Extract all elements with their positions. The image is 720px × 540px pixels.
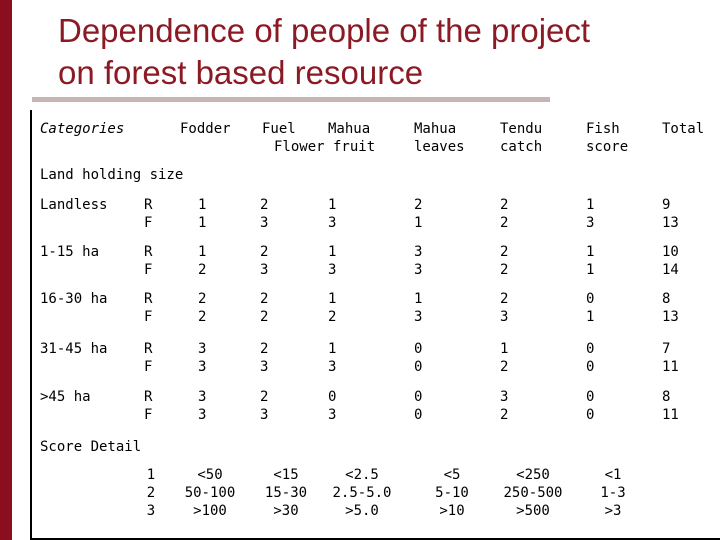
row-mahua-flower-fruit: 0 3 [328,389,337,423]
score-mahua-ff-ranges: <2.5 2.5-5.0 >5.0 [332,467,392,519]
header-total: Total [662,121,705,137]
row-fish: 0 1 [586,291,595,325]
row-fodder: 1 1 [198,197,207,231]
row-fish: 1 3 [586,197,595,231]
page-title: Dependence of people of the project on f… [58,10,590,94]
title-line-2: on forest based resource [58,54,424,91]
header-fodder: Fodder [180,121,231,137]
row-fish: 0 0 [586,389,595,423]
row-total: 7 11 [662,341,679,375]
row-fodder: 1 2 [198,244,207,278]
row-total: 9 13 [662,197,679,231]
row-tendu: 2 2 [500,244,509,278]
section-land-holding: Land holding size [40,167,184,183]
title-line-1: Dependence of people of the project [58,12,591,49]
row-rf: R F [144,197,153,231]
header-tendu-catch: Tendu catch [500,121,543,155]
row-tendu: 1 2 [500,341,509,375]
row-tendu: 3 2 [500,389,509,423]
score-mahua-leaves-ranges: <5 5-10 >10 [435,467,469,519]
row-label: >45 ha [40,389,91,405]
row-total: 8 11 [662,389,679,423]
row-total: 10 14 [662,244,679,278]
row-mahua-leaves: 0 0 [414,341,423,375]
header-flower-fruit: Flower fruit [274,139,376,155]
data-table: Categories Fodder Fuel Mahua Flower frui… [30,110,720,540]
row-rf: R F [144,244,153,278]
row-fuel: 2 3 [260,244,269,278]
header-fuel: Fuel [262,121,296,137]
row-fish: 1 1 [586,244,595,278]
row-label: Landless [40,197,108,213]
row-mahua-flower-fruit: 1 3 [328,197,337,231]
row-label: 31-45 ha [40,341,108,357]
row-tendu: 2 3 [500,291,509,325]
score-fodder-ranges: <50 50-100 >100 [184,467,236,519]
header-fish-score: Fish score [586,121,629,155]
row-mahua-leaves: 3 3 [414,244,423,278]
section-score-detail: Score Detail [40,439,142,455]
row-fuel: 2 2 [260,291,269,325]
score-fuel-ranges: <15 15-30 >30 [264,467,308,519]
title-underline [32,97,550,102]
row-fuel: 2 3 [260,341,269,375]
row-fish: 0 0 [586,341,595,375]
row-fuel: 2 3 [260,197,269,231]
row-label: 16-30 ha [40,291,108,307]
row-rf: R F [144,341,153,375]
row-fuel: 2 3 [260,389,269,423]
header-mahua-leaves: Mahua leaves [414,121,465,155]
row-total: 8 13 [662,291,679,325]
row-mahua-leaves: 1 3 [414,291,423,325]
header-categories: Categories [40,121,125,137]
score-fish-ranges: <1 1-3 >3 [600,467,626,519]
row-fodder: 2 2 [198,291,207,325]
row-fodder: 3 3 [198,389,207,423]
row-label: 1-15 ha [40,244,100,260]
row-rf: R F [144,389,153,423]
score-levels: 1 2 3 [146,467,156,519]
row-mahua-leaves: 0 0 [414,389,423,423]
left-accent-bar [0,0,12,540]
row-mahua-flower-fruit: 1 3 [328,244,337,278]
row-mahua-flower-fruit: 1 2 [328,291,337,325]
score-tendu-ranges: <250 250-500 >500 [503,467,563,519]
header-mahua: Mahua [328,121,371,137]
row-tendu: 2 2 [500,197,509,231]
row-mahua-leaves: 2 1 [414,197,423,231]
row-fodder: 3 3 [198,341,207,375]
row-rf: R F [144,291,153,325]
row-mahua-flower-fruit: 1 3 [328,341,337,375]
